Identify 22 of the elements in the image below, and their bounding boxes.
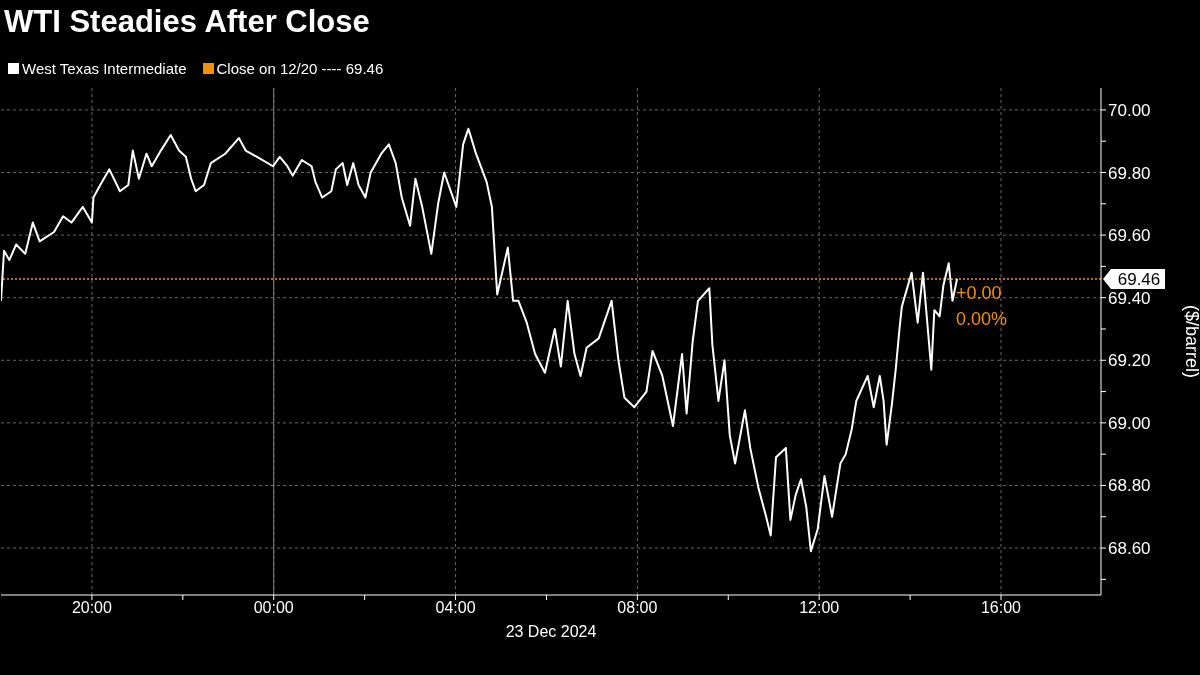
y-tick-label: 68.80 xyxy=(1108,476,1151,496)
x-tick-label: 04:00 xyxy=(435,599,476,617)
chart-title: WTI Steadies After Close xyxy=(4,4,370,40)
y-tick-label: 69.00 xyxy=(1108,413,1151,433)
y-tick-label: 69.80 xyxy=(1108,163,1151,183)
y-tick-label: 70.00 xyxy=(1108,100,1151,120)
x-tick-label: 00:00 xyxy=(253,599,294,617)
x-tick-label: 08:00 xyxy=(617,599,658,617)
annotation: 0.00% xyxy=(956,309,1008,330)
x-tick-label: 20:00 xyxy=(71,599,113,617)
x-axis-title: 23 Dec 2024 xyxy=(505,623,597,640)
y-tick-label: 69.40 xyxy=(1108,288,1151,308)
y-tick-label: 68.60 xyxy=(1108,539,1151,559)
x-tick-label: 12:00 xyxy=(799,599,840,617)
y-tick-label: 69.20 xyxy=(1108,351,1151,371)
legend-label: West Texas Intermediate xyxy=(22,60,187,77)
text: 69.46 xyxy=(1117,269,1161,289)
y-tick-label: 69.60 xyxy=(1108,226,1151,246)
y-axis-title: ($/barrel) xyxy=(1182,304,1200,379)
legend-label: Close on 12/20 ---- 69.46 xyxy=(216,60,384,77)
annotation: +0.00 xyxy=(956,283,1002,304)
x-tick-label: 16:00 xyxy=(980,599,1022,617)
